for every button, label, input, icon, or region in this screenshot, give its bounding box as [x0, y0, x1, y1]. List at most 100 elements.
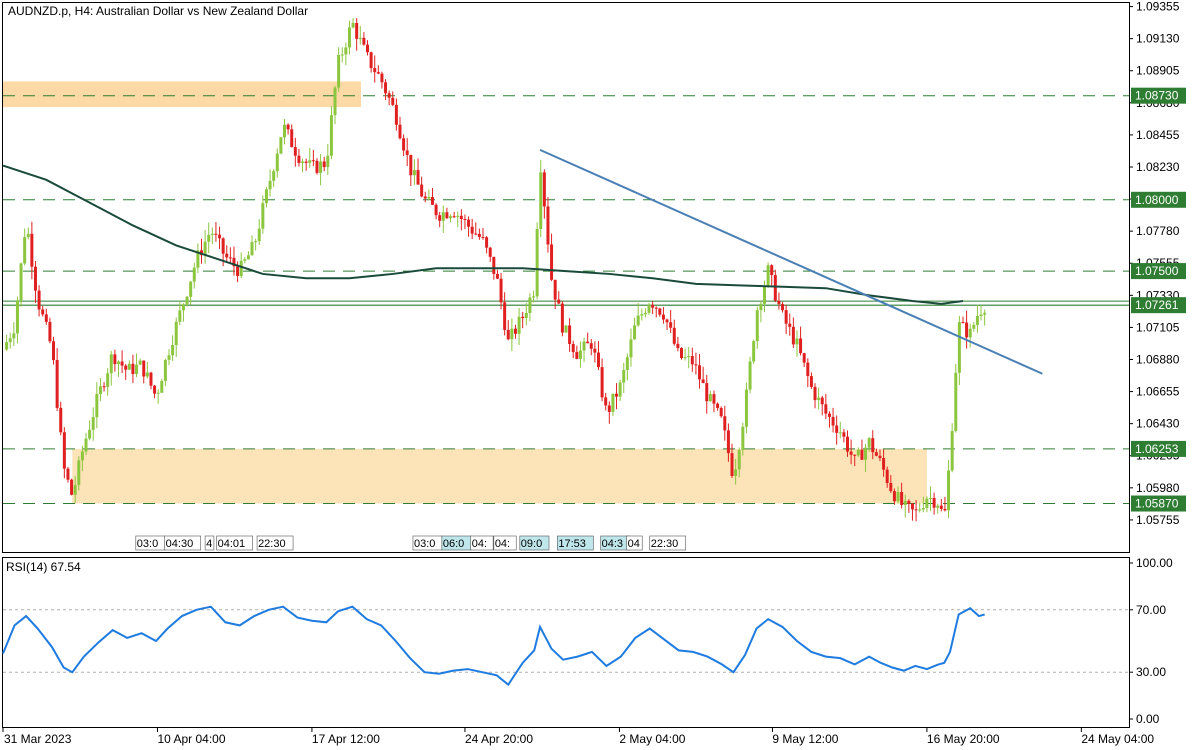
candle-body	[503, 302, 507, 330]
candle-body	[676, 343, 680, 349]
candle-body	[694, 364, 698, 366]
candle-body	[835, 425, 839, 433]
zones-layer	[3, 81, 927, 504]
candle-body	[470, 226, 474, 234]
candle-body	[268, 180, 272, 190]
candle-body	[301, 161, 305, 163]
candle-body	[80, 451, 84, 461]
time-tick-label: 31 Mar 2023	[4, 732, 72, 746]
session-label-box	[649, 535, 687, 551]
session-label: 04:3	[602, 538, 623, 550]
candle-body	[214, 233, 218, 235]
candle-body	[499, 278, 503, 303]
level-label-bg-1	[1131, 191, 1186, 208]
candle-body	[495, 273, 499, 279]
level-label-1: 1.08000	[1135, 193, 1179, 207]
candle-body	[910, 503, 914, 510]
candle-body	[755, 310, 759, 342]
candle-body	[571, 343, 575, 353]
candle-body	[871, 438, 875, 453]
candle-body	[864, 447, 868, 460]
rsi-axis: 100.00 70.00 30.00 0.00	[1129, 556, 1173, 726]
candle-body	[185, 296, 189, 305]
candle-body	[279, 137, 283, 154]
candle-body	[232, 257, 236, 267]
candle-body	[643, 312, 647, 315]
candle-body	[658, 308, 662, 315]
candle-body	[737, 449, 741, 470]
candle-body	[145, 372, 149, 377]
candle-body	[246, 255, 250, 260]
session-label: 09:0	[521, 538, 542, 550]
candle-body	[347, 27, 351, 48]
level-label-bg-4	[1131, 440, 1186, 457]
candle-body	[654, 307, 658, 309]
level-label-bg-3	[1131, 297, 1186, 314]
candle-body	[539, 172, 543, 230]
candle-body	[329, 115, 333, 156]
candle-body	[488, 247, 492, 257]
candle-body	[885, 469, 889, 483]
candle-body	[380, 73, 384, 83]
candle-body	[741, 426, 745, 450]
candle-body	[730, 453, 734, 476]
level-label-bg-5	[1131, 495, 1186, 512]
price-tick-label: 1.07105	[1136, 320, 1180, 334]
candle-body	[441, 212, 445, 221]
candle-body	[257, 228, 261, 242]
level-label-0: 1.08730	[1135, 89, 1179, 103]
session-label: 22:30	[258, 538, 286, 550]
candle-body	[961, 322, 965, 324]
price-tick-label: 1.06880	[1136, 352, 1180, 366]
candle-body	[975, 315, 979, 325]
candle-body	[777, 300, 781, 305]
candle-body	[726, 430, 730, 454]
candle-body	[853, 454, 857, 456]
candle-body	[106, 373, 110, 387]
trendline-layer[interactable]	[539, 148, 1043, 375]
candle-body	[467, 219, 471, 227]
candle-body	[77, 460, 81, 485]
candle-body	[218, 234, 222, 239]
candle-body	[665, 319, 669, 323]
candle-body	[181, 304, 185, 311]
candle-body	[918, 509, 922, 511]
moving-average-layer	[2, 164, 964, 305]
candle-body	[463, 219, 467, 221]
candle-body	[23, 237, 27, 264]
candle-body	[596, 352, 600, 368]
level-label-4: 1.06253	[1135, 442, 1179, 456]
candle-body	[192, 267, 196, 282]
candle-body	[831, 416, 835, 426]
candle-body	[366, 44, 370, 53]
candle-body	[925, 498, 929, 508]
candle-body	[622, 369, 626, 383]
price-tick-label: 1.09130	[1136, 32, 1180, 46]
candle-body	[250, 242, 254, 256]
candle-body	[264, 189, 268, 204]
candle-body	[131, 363, 135, 375]
candle-body	[517, 316, 521, 334]
candle-body	[355, 22, 359, 39]
rsi-tick-label: 100.00	[1136, 556, 1173, 570]
candle-body	[842, 432, 846, 437]
candle-body	[66, 468, 70, 480]
session-labels-layer: 03:0 04:30 4 04:01 22:30 03:0 06:0 04: 04: 09:0 17…	[135, 535, 687, 551]
candle-body	[52, 341, 56, 361]
candle-body	[510, 328, 514, 340]
rsi-tick-label: 30.00	[1136, 665, 1166, 679]
time-axis[interactable]: 31 Mar 2023 10 Apr 04:00 17 Apr 12:00 24 Ap…	[2, 727, 1154, 746]
candle-body	[781, 304, 785, 311]
trendline[interactable]	[539, 148, 1043, 375]
candle-body	[438, 215, 442, 221]
candle-body	[802, 353, 806, 363]
candle-body	[481, 236, 485, 238]
candle-body	[582, 341, 586, 351]
price-tick-label: 1.05980	[1136, 481, 1180, 495]
candle-body	[770, 265, 774, 276]
candle-body	[651, 304, 655, 308]
session-label: 03:0	[414, 538, 435, 550]
candle-body	[322, 161, 326, 168]
candle-body	[142, 360, 146, 377]
